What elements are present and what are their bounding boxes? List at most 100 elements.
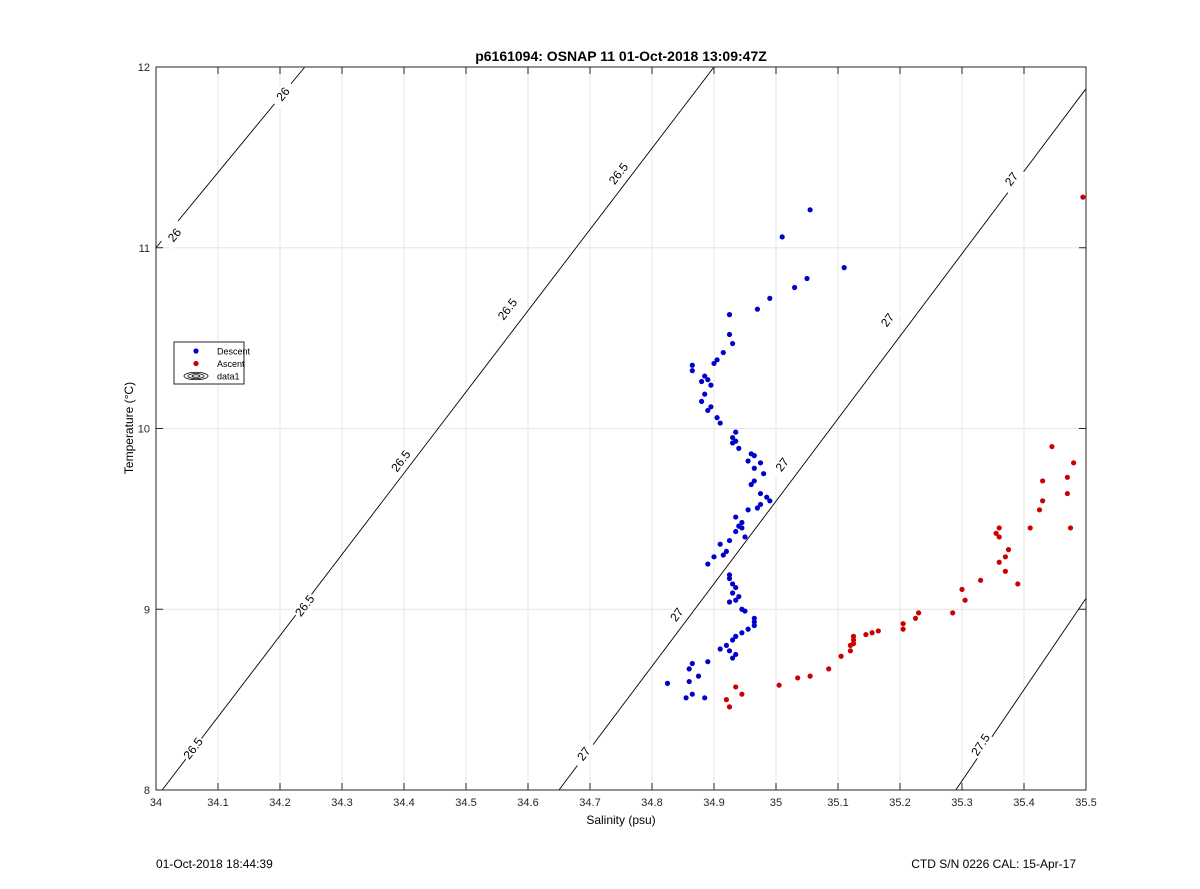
descent-point bbox=[736, 593, 742, 600]
footer-timestamp: 01-Oct-2018 18:44:39 bbox=[156, 857, 273, 871]
isopycnal-label-bg bbox=[967, 730, 994, 760]
isopycnal-label-bg bbox=[570, 739, 598, 769]
descent-point bbox=[779, 234, 785, 240]
descent-point bbox=[736, 445, 742, 451]
descent-point bbox=[745, 507, 751, 513]
descent-point bbox=[717, 646, 723, 652]
descent-point bbox=[733, 597, 739, 603]
descent-point bbox=[708, 382, 714, 388]
ascent-point bbox=[1040, 478, 1046, 484]
descent-point bbox=[695, 673, 702, 679]
descent-point bbox=[751, 619, 757, 625]
x-tick-label: 34.9 bbox=[703, 797, 724, 809]
descent-point bbox=[726, 331, 733, 338]
descent-point bbox=[730, 590, 736, 596]
ascent-point bbox=[847, 642, 854, 649]
descent-point bbox=[705, 377, 711, 383]
descent-point bbox=[726, 575, 733, 582]
y-tick-label: 8 bbox=[144, 785, 150, 797]
ascent-point bbox=[795, 675, 801, 681]
descent-point bbox=[683, 695, 689, 701]
legend-contour-icon bbox=[187, 373, 205, 379]
legend-box bbox=[173, 341, 245, 385]
descent-point bbox=[754, 306, 761, 312]
x-tick-label: 34 bbox=[150, 797, 162, 809]
descent-point bbox=[726, 572, 733, 578]
descent-point bbox=[689, 368, 695, 374]
ascent-point bbox=[1064, 490, 1070, 497]
descent-point bbox=[792, 284, 798, 291]
descent-point bbox=[714, 357, 720, 363]
descent-point bbox=[767, 498, 773, 504]
ascent-point bbox=[869, 630, 875, 636]
ascent-point bbox=[1002, 568, 1009, 574]
descent-point bbox=[702, 373, 708, 379]
isopycnal-label-bg bbox=[605, 159, 632, 189]
descent-point bbox=[730, 581, 736, 587]
ascent-point bbox=[1064, 474, 1070, 480]
descent-point bbox=[711, 360, 717, 367]
descent-point bbox=[726, 648, 733, 654]
descent-point bbox=[717, 420, 723, 426]
descent-point bbox=[730, 637, 736, 643]
descent-point bbox=[757, 460, 764, 466]
isopycnal-label-bg bbox=[179, 733, 207, 764]
ascent-point bbox=[1015, 581, 1021, 587]
ascent-point bbox=[959, 586, 965, 592]
ascent-point bbox=[726, 704, 733, 710]
ascent-point bbox=[993, 530, 999, 536]
x-tick-label: 34.2 bbox=[269, 797, 290, 809]
isopycnal-label-bg bbox=[874, 305, 902, 335]
descent-point bbox=[689, 660, 695, 667]
ascent-point bbox=[826, 666, 832, 672]
descent-point bbox=[767, 295, 773, 301]
ascent-point bbox=[962, 597, 968, 603]
x-tick-label: 35.5 bbox=[1075, 797, 1096, 809]
descent-point bbox=[742, 534, 748, 540]
descent-point bbox=[720, 552, 726, 558]
descent-point bbox=[689, 691, 695, 697]
ascent-point bbox=[1036, 507, 1043, 513]
ascent-point bbox=[1040, 498, 1046, 504]
descent-point bbox=[739, 519, 745, 526]
ascent-point bbox=[850, 637, 857, 643]
ascent-point bbox=[1071, 460, 1077, 466]
descent-point bbox=[733, 429, 739, 435]
ascent-point bbox=[996, 559, 1002, 565]
x-tick-label: 34.7 bbox=[579, 797, 600, 809]
descent-point bbox=[726, 537, 733, 544]
legend-contour-icon bbox=[191, 374, 201, 378]
descent-point bbox=[705, 561, 711, 567]
x-tick-label: 34.3 bbox=[331, 797, 352, 809]
ascent-point bbox=[875, 628, 881, 634]
descent-point bbox=[702, 695, 708, 701]
isopycnal-label-bg bbox=[291, 591, 319, 621]
x-tick-label: 35.4 bbox=[1013, 797, 1034, 809]
ascent-point bbox=[739, 691, 745, 697]
descent-point bbox=[733, 514, 739, 520]
descent-point bbox=[711, 554, 717, 560]
isopycnal-line-26.5 bbox=[161, 66, 715, 791]
legend: Descent Ascent data1 bbox=[173, 341, 251, 385]
data-points bbox=[664, 194, 1086, 710]
ascent-point bbox=[723, 697, 730, 703]
ascent-point bbox=[1027, 525, 1033, 531]
x-tick-label: 34.8 bbox=[641, 797, 662, 809]
descent-point bbox=[686, 678, 692, 685]
ascent-point bbox=[1005, 547, 1012, 553]
footer-ctd-calibration: CTD S/N 0226 CAL: 15-Apr-17 bbox=[911, 857, 1076, 871]
descent-point bbox=[720, 349, 726, 356]
ascent-point bbox=[1067, 525, 1074, 531]
descent-point bbox=[745, 458, 751, 464]
descent-point bbox=[723, 642, 730, 649]
descent-point bbox=[751, 615, 757, 621]
y-tick-label: 9 bbox=[144, 604, 150, 616]
descent-point bbox=[699, 378, 705, 385]
isopycnal-label-bg bbox=[160, 220, 189, 250]
ascent-point bbox=[916, 610, 922, 616]
legend-label: Descent bbox=[217, 347, 251, 357]
ascent-point bbox=[996, 525, 1002, 531]
ascent-point bbox=[776, 682, 782, 688]
descent-point bbox=[742, 608, 748, 614]
